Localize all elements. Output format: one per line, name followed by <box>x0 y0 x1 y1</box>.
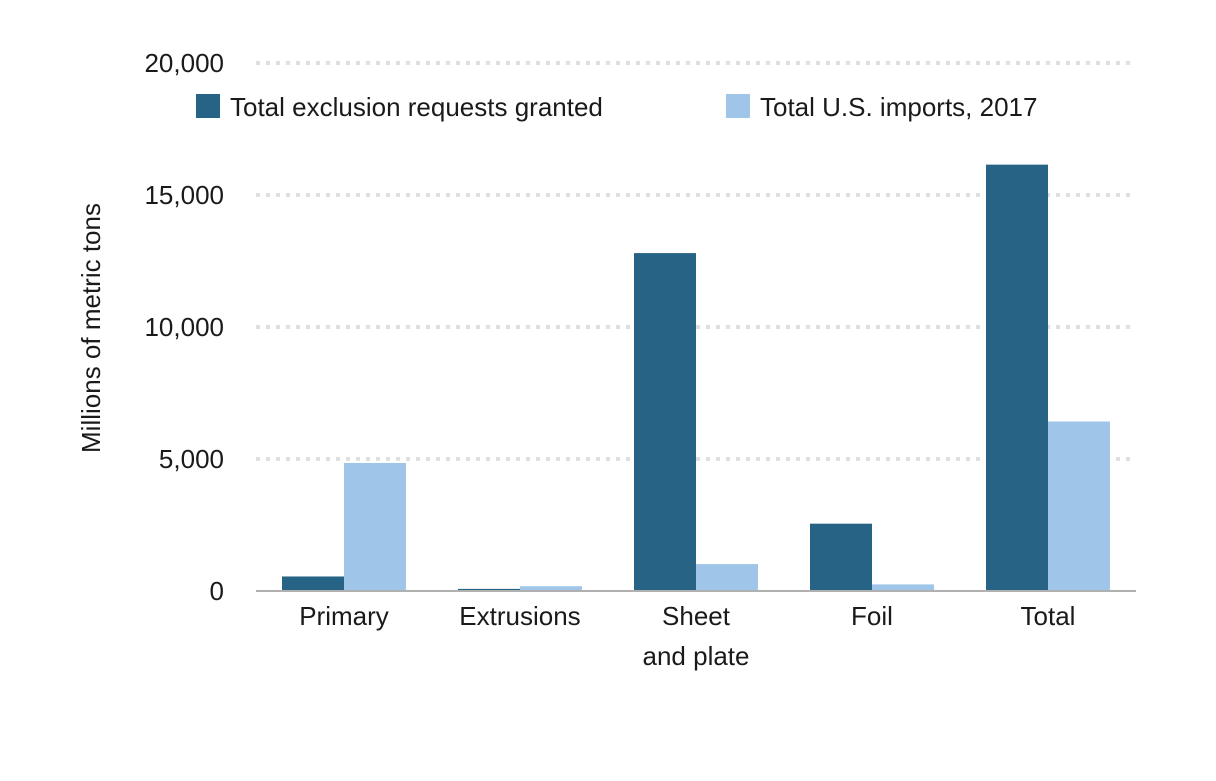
bar-exclusions <box>986 164 1048 591</box>
y-tick-label: 0 <box>210 576 224 606</box>
bar-imports <box>1048 421 1110 591</box>
bar-exclusions <box>282 576 344 591</box>
legend-swatch <box>196 94 220 118</box>
bar-imports <box>344 462 406 591</box>
x-category-label: Sheet <box>662 601 731 631</box>
bar-imports <box>696 564 758 591</box>
x-axis-category-labels: Primary Extrusions Sheet and plate Foil Total <box>299 601 1075 671</box>
bar-exclusions <box>634 253 696 591</box>
legend-label: Total U.S. imports, 2017 <box>760 92 1037 122</box>
x-category-label: Total <box>1021 601 1076 631</box>
x-category-label: Primary <box>299 601 389 631</box>
bars <box>282 164 1110 591</box>
bar-exclusions <box>458 588 520 591</box>
y-axis-tick-labels: 0 5,000 10,000 15,000 20,000 <box>144 48 224 606</box>
legend-label: Total exclusion requests granted <box>230 92 603 122</box>
y-tick-label: 15,000 <box>144 180 224 210</box>
bar-imports <box>872 584 934 591</box>
x-category-label: Foil <box>851 601 893 631</box>
y-tick-label: 20,000 <box>144 48 224 78</box>
legend-swatch <box>726 94 750 118</box>
bar-exclusions <box>810 523 872 591</box>
bar-imports <box>520 586 582 591</box>
y-tick-label: 10,000 <box>144 312 224 342</box>
x-category-label: Extrusions <box>459 601 580 631</box>
legend: Total exclusion requests granted Total U.… <box>196 92 1037 122</box>
y-axis-title: Millions of metric tons <box>76 203 106 453</box>
x-category-label: and plate <box>643 641 750 671</box>
y-tick-label: 5,000 <box>159 444 224 474</box>
